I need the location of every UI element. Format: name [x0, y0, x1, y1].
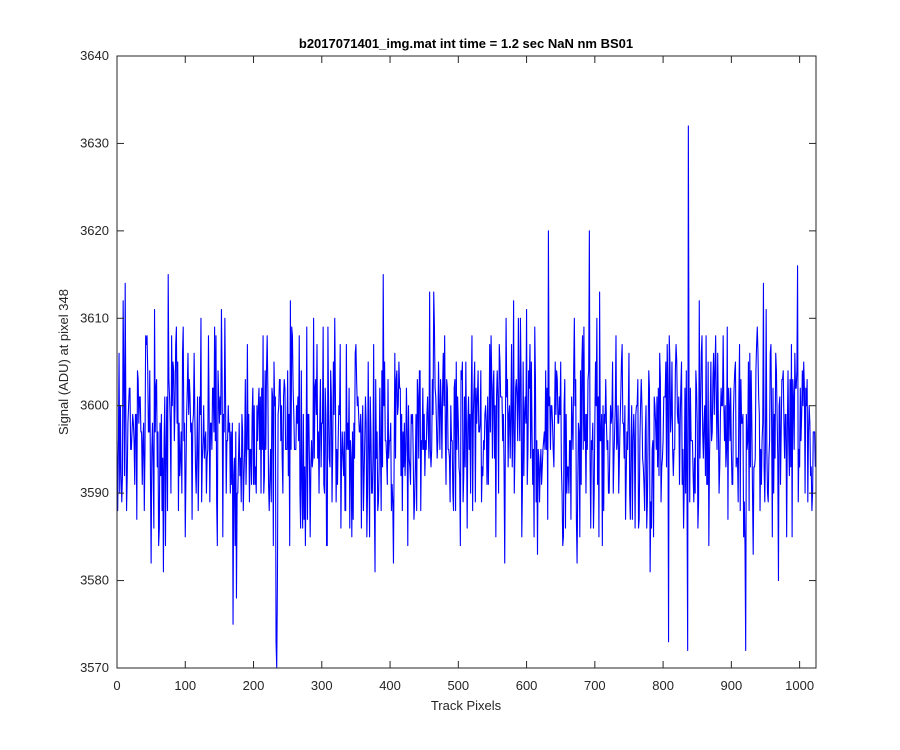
y-tick-label: 3590	[80, 485, 109, 500]
x-tick-label: 600	[516, 678, 538, 693]
y-axis-ticks: 3570 3580 3590 3600 3610 3620 3630 3640	[80, 48, 816, 675]
x-tick-label: 800	[652, 678, 674, 693]
chart-title: b2017071401_img.mat int time = 1.2 sec N…	[299, 36, 633, 51]
y-tick-label: 3620	[80, 223, 109, 238]
x-axis-label: Track Pixels	[431, 698, 502, 713]
x-tick-label: 300	[311, 678, 333, 693]
x-axis-ticks: 0 100 200 300 400 500 600 700 800 900 1000	[113, 56, 814, 693]
y-tick-label: 3610	[80, 310, 109, 325]
x-tick-label: 500	[447, 678, 469, 693]
signal-series-line	[116, 125, 816, 669]
y-tick-label: 3600	[80, 398, 109, 413]
x-tick-label: 400	[379, 678, 401, 693]
x-tick-label: 900	[721, 678, 743, 693]
axes-box	[116, 55, 817, 669]
y-tick-label: 3580	[80, 573, 109, 588]
y-tick-label: 3630	[80, 135, 109, 150]
y-axis-label: Signal (ADU) at pixel 348	[56, 289, 71, 435]
x-tick-label: 700	[584, 678, 606, 693]
x-tick-label: 100	[174, 678, 196, 693]
x-tick-label: 1000	[785, 678, 814, 693]
series-layer	[116, 125, 816, 669]
x-tick-label: 200	[243, 678, 265, 693]
x-tick-label: 0	[113, 678, 120, 693]
y-tick-label: 3640	[80, 48, 109, 63]
y-tick-label: 3570	[80, 660, 109, 675]
